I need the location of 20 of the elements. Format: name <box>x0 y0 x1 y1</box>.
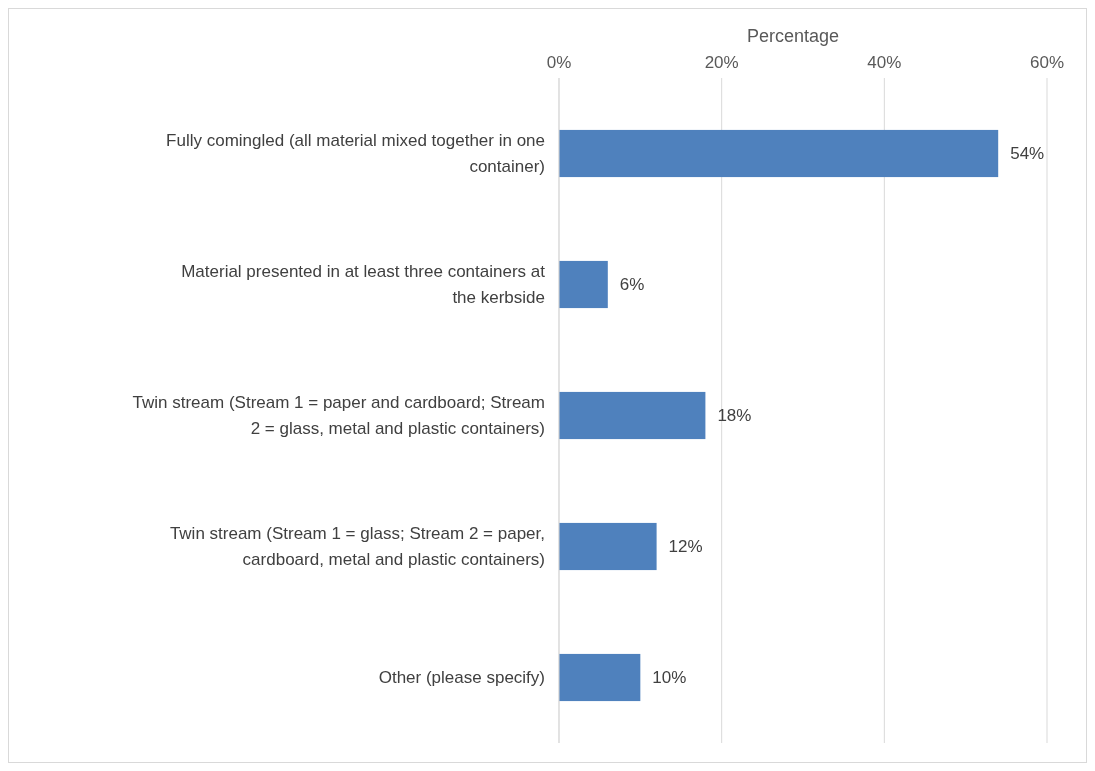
x-tick-label: 60% <box>1029 53 1065 72</box>
y-tick-label: Twin stream (Stream 1 = paper and cardboard; Stream 2 = glass, metal and plastic containers) <box>132 393 545 439</box>
y-tick-label: Other (please specify) <box>378 668 545 688</box>
y-tick-label: Material presented in at least three containers at the kerbside <box>181 262 546 308</box>
data-label: 10% <box>652 668 687 688</box>
bar <box>559 129 999 178</box>
x-tick-label: 20% <box>704 53 739 72</box>
data-label: 18% <box>717 406 752 426</box>
x-axis-title: Percentage <box>746 26 840 46</box>
data-label: 12% <box>668 537 703 557</box>
bar <box>559 260 608 309</box>
bar <box>559 522 657 571</box>
y-tick-label: Twin stream (Stream 1 = glass; Stream 2 = paper, cardboard, metal and plastic containers) <box>169 524 545 570</box>
y-tick-label: Fully comingled (all material mixed together in one container) <box>166 131 545 177</box>
data-label: 6% <box>619 275 645 295</box>
data-label: 54% <box>1010 144 1045 164</box>
bar <box>559 391 706 440</box>
x-tick-label: 40% <box>867 53 902 72</box>
bar <box>559 653 641 702</box>
x-tick-label: 0% <box>546 53 572 72</box>
